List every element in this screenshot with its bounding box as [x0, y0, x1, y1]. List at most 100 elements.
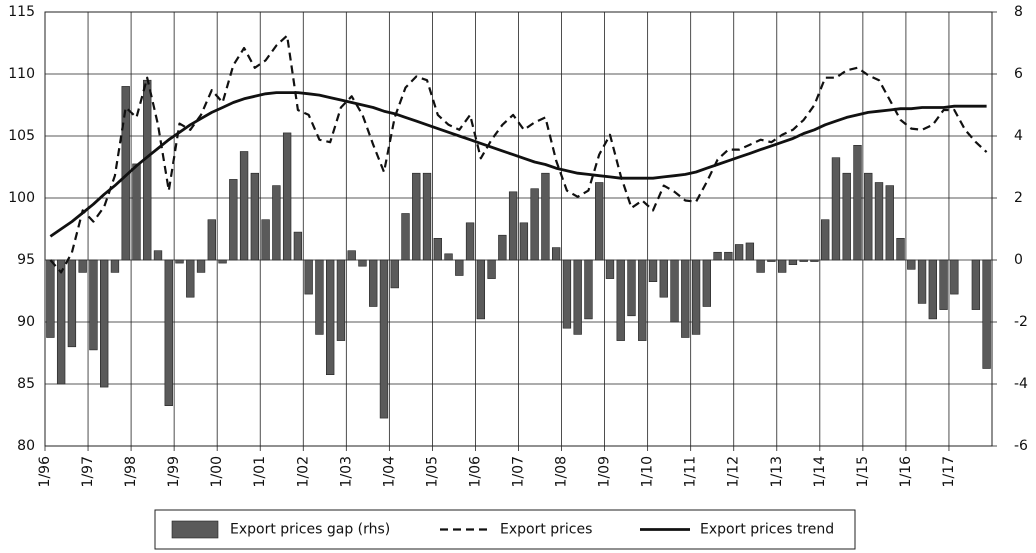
- bar: [132, 163, 141, 261]
- x-tick-label: 1/09: [597, 456, 613, 487]
- bar: [498, 234, 507, 261]
- y2-tick-label: -4: [1014, 376, 1028, 392]
- bar: [971, 259, 981, 310]
- bar: [939, 259, 948, 310]
- legend-label: Export prices trend: [700, 522, 834, 538]
- bar: [143, 79, 152, 261]
- bar: [379, 259, 389, 419]
- x-tick-label: 1/17: [941, 456, 957, 487]
- bar: [810, 259, 819, 262]
- y2-tick-label: -6: [1014, 438, 1028, 454]
- bar: [681, 259, 690, 338]
- bar: [627, 259, 636, 317]
- y2-tick-label: 2: [1014, 190, 1023, 206]
- bar: [734, 244, 744, 261]
- bar: [100, 259, 109, 388]
- bar: [390, 259, 399, 289]
- bar: [896, 238, 905, 261]
- bar: [767, 259, 776, 262]
- bar: [207, 219, 216, 261]
- y2-tick-label: 8: [1014, 4, 1023, 20]
- bar: [153, 250, 163, 261]
- x-tick-label: 1/12: [726, 456, 742, 487]
- bar: [412, 172, 421, 261]
- x-tick-label: 1/04: [381, 456, 397, 488]
- bar: [745, 242, 755, 261]
- legend-swatch: [171, 520, 219, 539]
- bar: [638, 259, 647, 341]
- bar: [293, 231, 303, 261]
- x-tick-label: 1/05: [424, 456, 440, 487]
- bar: [702, 259, 711, 307]
- bar: [616, 259, 625, 341]
- bar: [218, 259, 227, 264]
- bar: [982, 259, 991, 369]
- bar: [78, 259, 87, 273]
- line: [49, 34, 988, 274]
- legend-box: [154, 509, 856, 550]
- y2-tick-label: 6: [1014, 66, 1023, 82]
- bar: [164, 259, 173, 406]
- bar: [304, 259, 313, 295]
- x-tick-label: 1/16: [898, 456, 914, 488]
- bar: [713, 251, 722, 261]
- x-tick-label: 1/07: [511, 456, 527, 487]
- legend-label: Export prices gap (rhs): [230, 522, 390, 538]
- x-tick-label: 1/06: [467, 456, 483, 488]
- bar: [196, 259, 206, 273]
- bar: [433, 238, 442, 261]
- y-tick-label: 85: [17, 376, 35, 392]
- bar: [551, 247, 561, 261]
- bar: [562, 259, 572, 329]
- bar: [842, 172, 851, 261]
- x-tick-label: 1/15: [855, 456, 871, 487]
- bar: [756, 259, 765, 273]
- x-tick-label: 1/00: [209, 456, 225, 487]
- bar: [519, 222, 529, 261]
- bar: [358, 259, 367, 267]
- bar: [369, 259, 378, 307]
- bar: [670, 259, 679, 323]
- bar: [584, 259, 593, 320]
- y2-tick-label: 0: [1014, 252, 1023, 268]
- bar: [282, 132, 292, 261]
- bar: [777, 259, 787, 273]
- y-tick-label: 115: [8, 4, 35, 20]
- bar: [530, 188, 539, 261]
- bar: [573, 259, 582, 335]
- x-tick-label: 1/03: [338, 456, 354, 487]
- bar: [175, 259, 184, 264]
- bar: [444, 253, 453, 261]
- bar: [821, 219, 830, 261]
- bar: [229, 179, 238, 261]
- line: [49, 91, 987, 238]
- y-tick-label: 105: [8, 128, 35, 144]
- y-tick-label: 100: [8, 190, 35, 206]
- y2-tick-label: -2: [1014, 314, 1028, 330]
- y-tick-label: 80: [17, 438, 35, 454]
- x-tick-label: 1/10: [640, 456, 656, 487]
- bar: [401, 213, 410, 261]
- bar: [950, 259, 959, 295]
- bar: [315, 259, 324, 335]
- y-tick-label: 90: [17, 314, 35, 330]
- x-tick-label: 1/13: [769, 456, 785, 487]
- legend-label: Export prices: [500, 522, 592, 538]
- y2-tick-label: 4: [1014, 128, 1023, 144]
- bar: [186, 259, 195, 298]
- bar: [261, 219, 270, 261]
- bar: [89, 259, 98, 351]
- bar: [46, 259, 55, 338]
- bar: [648, 259, 658, 283]
- bar: [885, 185, 894, 261]
- bar: [250, 172, 260, 261]
- bar: [907, 259, 916, 270]
- bar: [487, 259, 496, 279]
- bar: [595, 182, 604, 261]
- bar: [724, 251, 733, 261]
- bar: [326, 259, 335, 375]
- bar: [928, 259, 937, 320]
- bar: [788, 259, 798, 265]
- y-tick-label: 110: [8, 66, 35, 82]
- bar: [110, 259, 120, 273]
